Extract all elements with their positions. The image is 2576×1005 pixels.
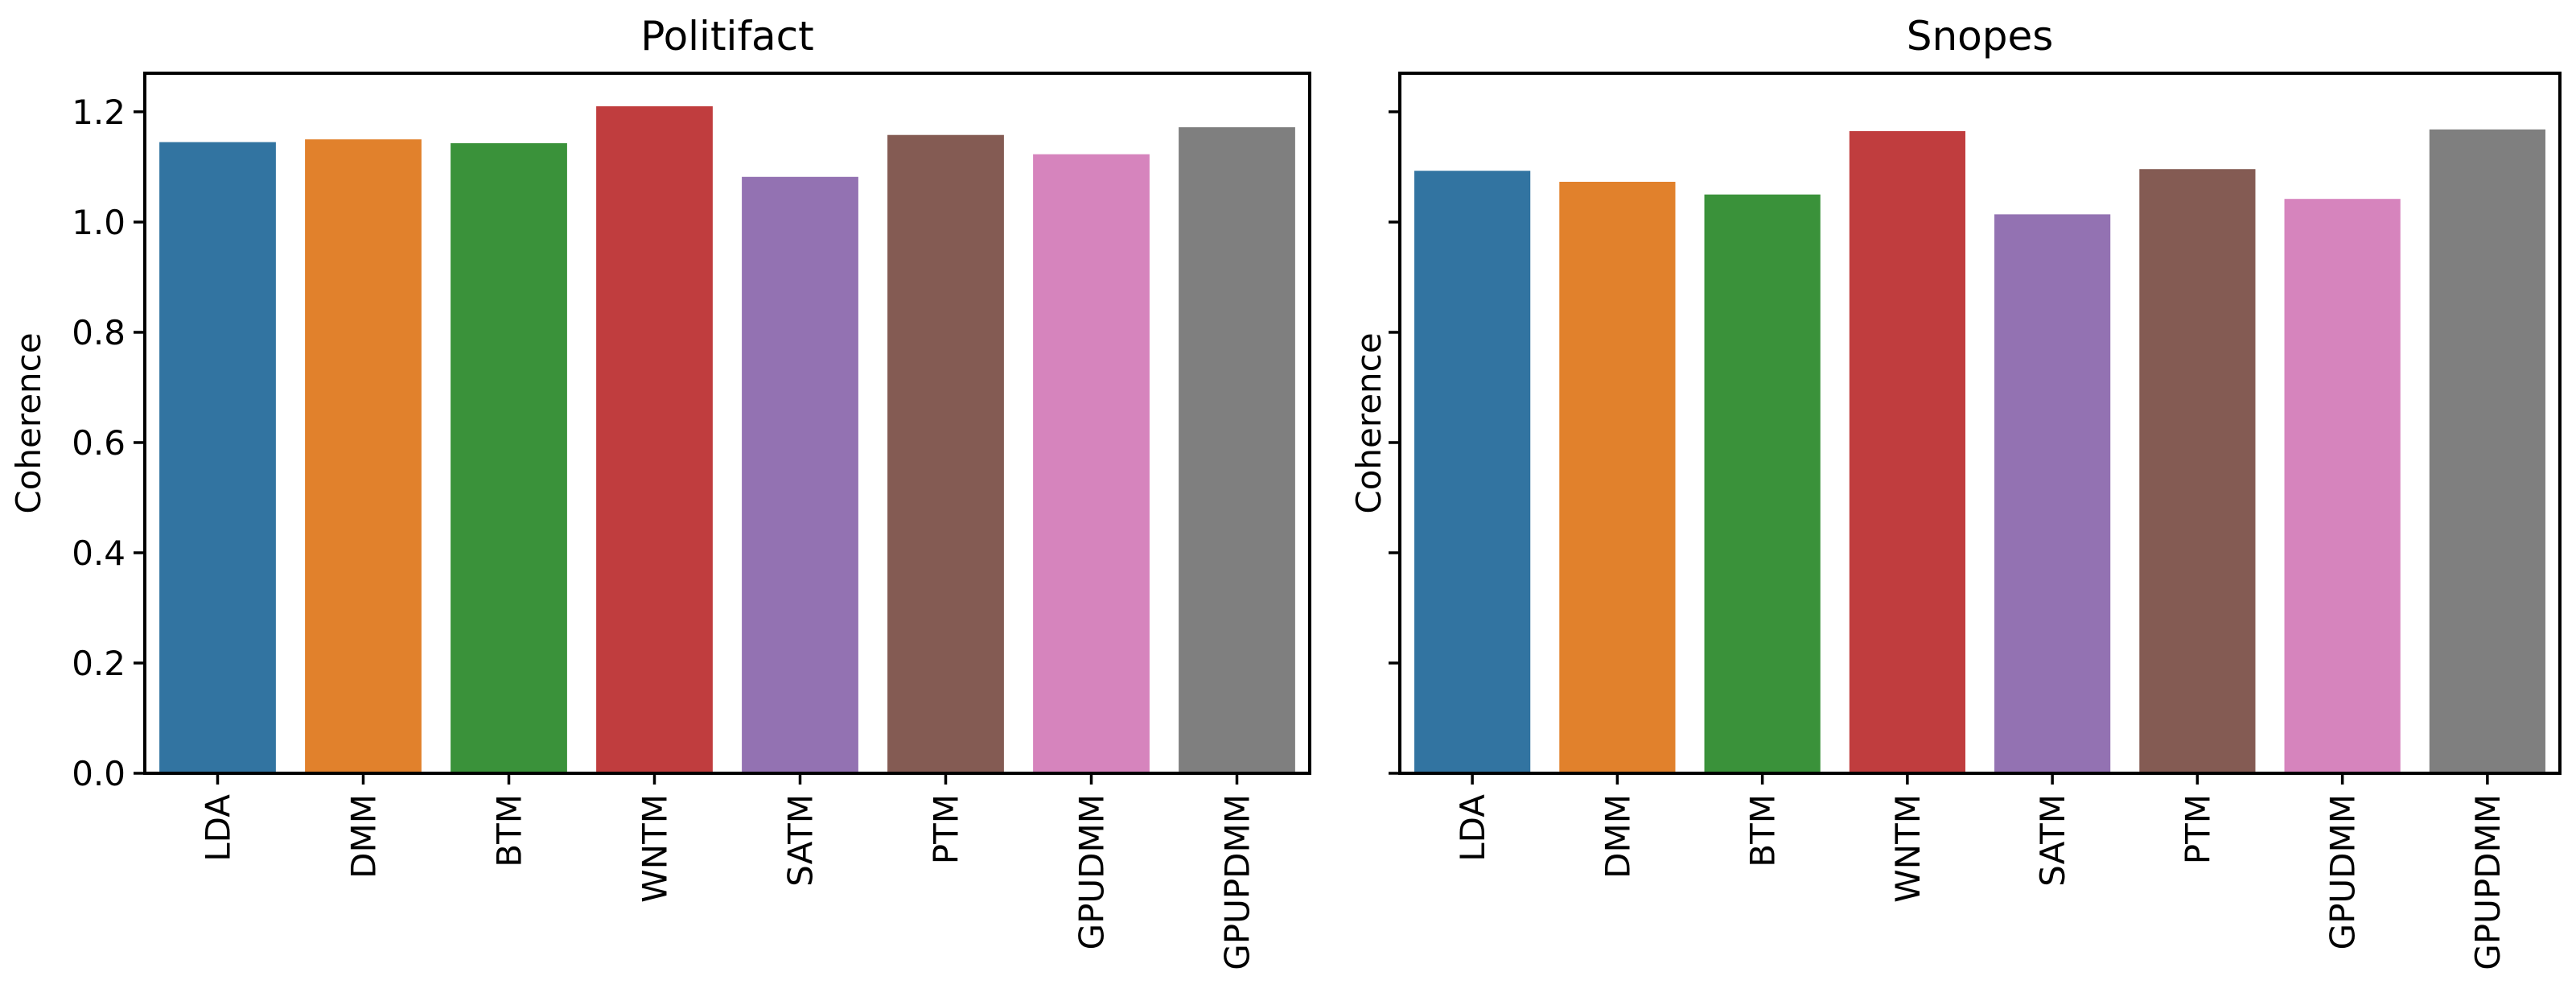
- bar-lda: [1414, 171, 1531, 773]
- bar-satm: [1994, 214, 2111, 773]
- chart-title: Snopes: [1907, 13, 2054, 60]
- bar-ptm: [2139, 169, 2256, 773]
- x-tick-label: LDA: [1453, 794, 1492, 862]
- y-tick-label: 0.0: [72, 754, 126, 793]
- bar-wntm: [596, 106, 713, 774]
- politifact-panel: 0.0 0.2 0.4 0.6 0.8 1.0 1.2 LDA DMM BTM WNTM SATM PT…: [9, 13, 1311, 970]
- chart-title: Politifact: [640, 13, 814, 60]
- x-tick-label: WNTM: [636, 794, 675, 903]
- x-tick-label: WNTM: [1888, 794, 1928, 903]
- x-tick-label: SATM: [2033, 794, 2072, 887]
- x-tick-label: BTM: [490, 794, 529, 867]
- bar-dmm: [1559, 181, 1676, 773]
- y-axis-label: Coherence: [1349, 332, 1389, 513]
- x-tick-label: GPUDMM: [2323, 794, 2363, 949]
- x-tick-label: PTM: [2178, 794, 2217, 864]
- bar-ptm: [887, 134, 1004, 774]
- y-axis-label: Coherence: [9, 332, 48, 513]
- bar-lda: [159, 142, 276, 773]
- y-tick-label: 0.8: [72, 313, 126, 352]
- axes-frame: [143, 72, 1311, 775]
- x-tick-label: SATM: [781, 794, 821, 887]
- bar-wntm: [1849, 130, 1965, 773]
- y-tick-label: 0.6: [72, 423, 126, 463]
- bar-btm: [451, 143, 567, 773]
- snopes-panel: LDA DMM BTM WNTM SATM PTM GPUDMM GPUPDMM Coheren…: [1349, 13, 2562, 970]
- bar-gpudmm: [2284, 199, 2401, 773]
- bar-gpupdmm: [1179, 127, 1295, 773]
- x-tick-label: DMM: [344, 794, 384, 879]
- bar-dmm: [305, 139, 422, 773]
- x-tick-label: DMM: [1598, 794, 1637, 879]
- y-tick-label: 1.0: [72, 203, 126, 242]
- x-tick-label: GPUPDMM: [2468, 794, 2508, 970]
- bar-btm: [1704, 194, 1821, 773]
- x-tick-label: BTM: [1743, 794, 1783, 867]
- y-tick-label: 0.2: [72, 644, 126, 683]
- x-tick-label: GPUPDMM: [1218, 794, 1257, 970]
- bar-gpudmm: [1033, 154, 1150, 773]
- y-tick-label: 1.2: [72, 93, 126, 132]
- bar-gpupdmm: [2429, 129, 2545, 773]
- x-tick-label: PTM: [927, 794, 966, 864]
- axes-frame: [1398, 72, 2562, 775]
- x-tick-label: LDA: [199, 794, 238, 862]
- bar-satm: [742, 176, 858, 774]
- y-tick-label: 0.4: [72, 533, 126, 573]
- x-tick-label: GPUDMM: [1072, 794, 1112, 949]
